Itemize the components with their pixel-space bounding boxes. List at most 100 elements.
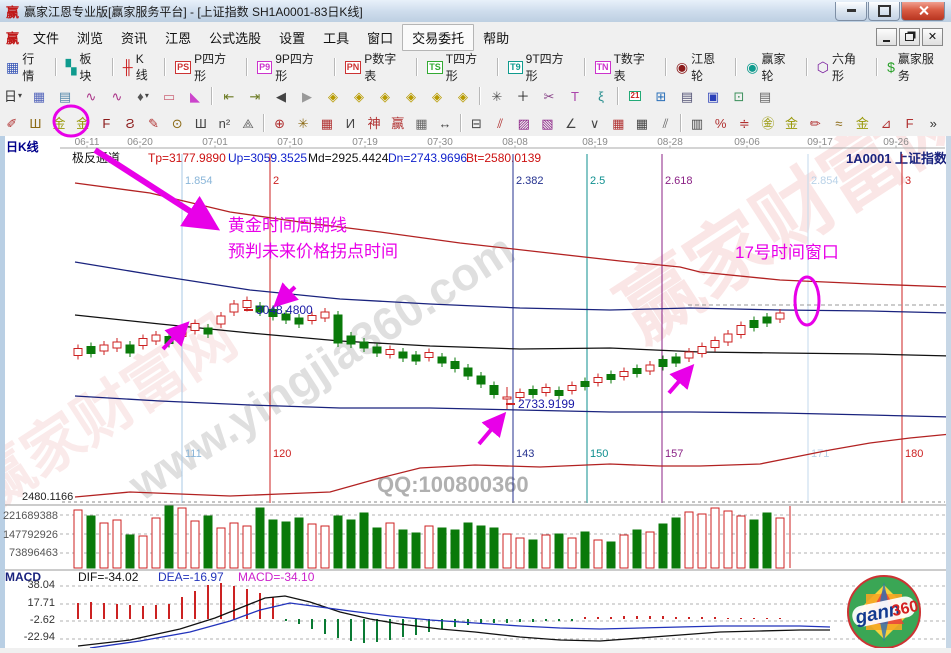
close-button[interactable] [901, 1, 945, 21]
grid-box-button[interactable]: ▦ [315, 112, 339, 134]
menu-item-news[interactable]: 资讯 [121, 30, 148, 46]
svg-text:38.04: 38.04 [27, 579, 55, 591]
gold-2-button[interactable]: 金 [851, 112, 875, 134]
overlay-net-button[interactable]: ▦ [26, 85, 52, 107]
wave-tool-button[interactable]: ≈ [827, 112, 851, 134]
mdi-close-button[interactable]: ✕ [922, 28, 943, 46]
gold-circle-button[interactable]: ㊎ [756, 112, 780, 134]
grid-2-button[interactable]: ▦ [630, 112, 654, 134]
maximize-button[interactable] [868, 1, 900, 21]
notes-button[interactable]: ▤ [674, 85, 700, 107]
first-page-button[interactable]: ⇤ [216, 85, 242, 107]
style-tool-button[interactable]: T [562, 85, 588, 107]
target-button[interactable]: ⊕ [268, 112, 292, 134]
fibonacci-f-button[interactable]: F [95, 112, 119, 134]
wave-mark-button[interactable]: И [339, 112, 363, 134]
fan-lines-button[interactable]: ⫽ [488, 112, 512, 134]
crosshair-tool-button[interactable]: ＋ [510, 85, 536, 107]
mdi-minimize-button[interactable] [876, 28, 897, 46]
toolbar-button-quotes[interactable]: ▦ 行情 [0, 52, 52, 83]
grid-1-button[interactable]: ▦ [606, 112, 630, 134]
angle-lines-button[interactable]: ∠ [559, 112, 583, 134]
shen-tool-button[interactable]: 神 [362, 112, 386, 134]
toolbar-button-t-square[interactable]: TS T四方形 [421, 52, 494, 83]
menu-item-trade[interactable]: 交易委托 [402, 23, 475, 51]
menu-item-gann[interactable]: 江恩 [165, 30, 192, 46]
copy-chart-button[interactable]: ⊡ [726, 85, 752, 107]
protractor-button[interactable]: ⟁ [236, 112, 260, 134]
menu-item-formula-stockpick[interactable]: 公式选股 [209, 30, 262, 46]
pen-2-button[interactable]: ✏ [803, 112, 827, 134]
zoom-fit-button[interactable]: ◈ [450, 85, 476, 107]
wave-3-button[interactable]: ∿ [78, 85, 104, 107]
last-page-button[interactable]: ⇥ [242, 85, 268, 107]
golden-time-cycle-button[interactable]: 金 [47, 112, 71, 134]
toolbar-button-sectors[interactable]: ▚ 板块 [60, 52, 109, 83]
zoom-shift-right-button[interactable]: ◈ [346, 85, 372, 107]
measure-tool-button[interactable]: ✂ [536, 85, 562, 107]
menu-item-browse[interactable]: 浏览 [77, 30, 104, 46]
numbered-grid-button[interactable]: ▦ [410, 112, 434, 134]
toolbar-button-t-number-table[interactable]: TN T数字表 [589, 52, 662, 83]
percent-retrace-button[interactable]: % [709, 112, 733, 134]
n-square-button[interactable]: n² [213, 112, 237, 134]
zoom-shift-left-button[interactable]: ◈ [320, 85, 346, 107]
clipboard-button[interactable]: ▤ [52, 85, 78, 107]
toolbar-button-kline[interactable]: ╫ K线 [117, 52, 161, 82]
candle-style-button[interactable]: ♦ ▾ [130, 85, 156, 107]
golden-cycle-2-button[interactable]: 金 [71, 112, 95, 134]
spiral-button[interactable]: Ϩ [118, 112, 142, 134]
zoom-compress-button[interactable]: ◈ [398, 85, 424, 107]
toolbar-button-p-square[interactable]: PS P四方形 [169, 52, 243, 83]
save-button[interactable]: ▣ [700, 85, 726, 107]
line-box-button[interactable]: ▧ [536, 112, 560, 134]
toolbar-separator [583, 58, 586, 76]
width-tool-button[interactable]: ↔ [433, 112, 457, 134]
toolbar-button-hexagon[interactable]: ⬡ 六角形 [811, 52, 873, 83]
comb-lines-button[interactable]: Ш [24, 112, 48, 134]
wave-9-button[interactable]: ∿ [104, 85, 130, 107]
toolbar-button-winner-wheel[interactable]: ◉ 赢家轮 [740, 52, 802, 83]
color-gradient-button[interactable]: ◣ [182, 85, 208, 107]
print-button[interactable]: ▤ [752, 85, 778, 107]
gann-frame-button[interactable]: ▭ [156, 85, 182, 107]
percent-lines-button[interactable]: ≑ [732, 112, 756, 134]
more-tools-button[interactable]: » [921, 112, 945, 134]
pen-button[interactable]: ✎ [142, 112, 166, 134]
v-lines-button[interactable]: ∨ [583, 112, 607, 134]
toolbar-button-p-number-table[interactable]: PN P数字表 [339, 52, 414, 83]
gann-box-button[interactable]: ⊟ [465, 112, 489, 134]
toolbar-button-gann-wheel[interactable]: ◉ 江恩轮 [670, 52, 732, 83]
kline-period-button[interactable]: 日 ▾ [0, 85, 26, 107]
zoom-center-button[interactable]: ◈ [424, 85, 450, 107]
calendar-button[interactable]: 21 [622, 85, 648, 107]
page-next-button[interactable]: ▶ [294, 85, 320, 107]
f-angle-button[interactable]: F [898, 112, 922, 134]
zoom-expand-button[interactable]: ◈ [372, 85, 398, 107]
parallel-lines-button[interactable]: ⫽ [654, 112, 678, 134]
menu-item-file[interactable]: 文件 [33, 30, 60, 46]
minimize-button[interactable] [835, 1, 867, 21]
calculator-button[interactable]: ⊞ [648, 85, 674, 107]
toolbar-button-winner-service[interactable]: $ 赢家服务 [881, 52, 951, 83]
menu-item-settings[interactable]: 设置 [279, 30, 306, 46]
brush-button[interactable]: ✐ [0, 112, 24, 134]
hand-tool-button[interactable]: ✳ [484, 85, 510, 107]
comb-lines-2-button[interactable]: Ш [189, 112, 213, 134]
price-levels-button[interactable]: ▥ [685, 112, 709, 134]
menu-item-window[interactable]: 窗口 [367, 30, 394, 46]
toolbar-button-9t-square[interactable]: T9 9T四方形 [502, 52, 580, 83]
menu-item-help[interactable]: 帮助 [483, 30, 510, 46]
gold-lines-button[interactable]: 金 [780, 112, 804, 134]
fan-box-button[interactable]: ▨ [512, 112, 536, 134]
ying-tool-button[interactable]: 赢 [386, 112, 410, 134]
analysis-tool-button[interactable]: ξ [588, 85, 614, 107]
menu-item-tools[interactable]: 工具 [323, 30, 350, 46]
star-tool-button[interactable]: ✳ [291, 112, 315, 134]
page-prev-button[interactable]: ◀ [268, 85, 294, 107]
mdi-restore-button[interactable] [899, 28, 920, 46]
angle-j-button[interactable]: ⊿ [874, 112, 898, 134]
gann-compass-button[interactable]: ⊙ [165, 112, 189, 134]
toolbar-button-9p-square[interactable]: P9 9P四方形 [251, 52, 331, 83]
